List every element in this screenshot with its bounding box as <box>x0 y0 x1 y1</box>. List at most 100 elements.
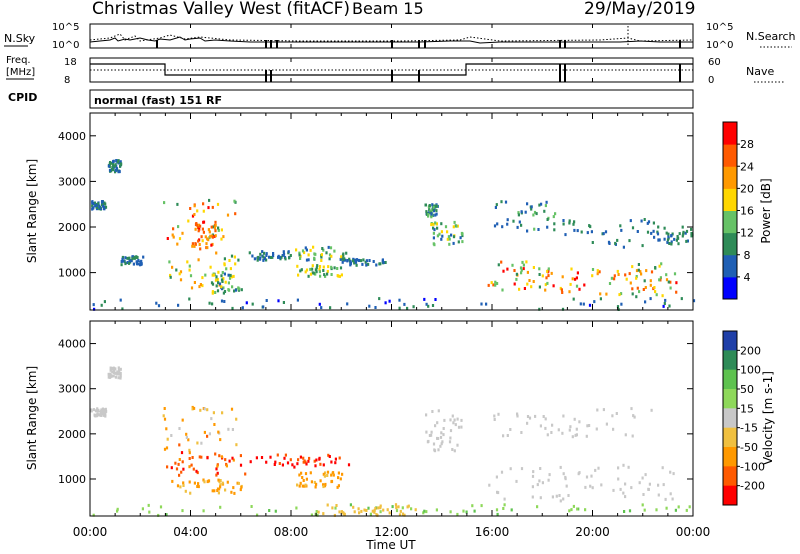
heatmap-cell <box>309 248 312 252</box>
heatmap-cell <box>328 253 332 257</box>
heatmap-cell <box>128 259 131 263</box>
heatmap-cell <box>638 481 641 485</box>
heatmap-cell <box>593 300 596 304</box>
heatmap-cell <box>427 213 430 217</box>
heatmap-cell <box>435 222 438 226</box>
heatmap-cell <box>193 204 196 208</box>
heatmap-cell <box>614 241 617 245</box>
heatmap-cell <box>543 209 546 213</box>
heatmap-cell <box>295 248 298 252</box>
heatmap-cell <box>520 467 524 471</box>
heatmap-cell <box>597 466 600 470</box>
heatmap-cell <box>536 483 539 487</box>
heatmap-cell <box>213 423 216 426</box>
heatmap-cell <box>357 507 360 511</box>
heatmap-cell <box>197 258 200 262</box>
heatmap-cell <box>379 506 382 510</box>
heatmap-cell <box>451 448 454 451</box>
heatmap-cell <box>401 512 405 516</box>
heatmap-cell <box>303 251 306 255</box>
heatmap-cell <box>132 262 135 266</box>
heatmap-cell <box>234 288 237 292</box>
heatmap-cell <box>236 481 239 485</box>
heatmap-cell <box>684 231 687 235</box>
heatmap-cell <box>333 266 336 270</box>
heatmap-cell <box>368 304 371 308</box>
heatmap-cell <box>200 235 203 239</box>
heatmap-cell <box>428 211 431 215</box>
heatmap-cell <box>245 301 248 305</box>
heatmap-cell <box>211 290 214 294</box>
heatmap-cell <box>550 431 553 434</box>
heatmap-cell <box>147 503 150 507</box>
x-tick-label: 08:00 <box>274 525 309 539</box>
heatmap-cell <box>282 252 286 256</box>
heatmap-cell <box>282 301 285 304</box>
heatmap-cell <box>461 234 464 238</box>
heatmap-cell <box>340 255 343 259</box>
heatmap-cell <box>588 424 591 427</box>
cpid-label: CPID <box>8 91 37 104</box>
power-heatmap <box>91 159 696 311</box>
heatmap-cell <box>322 512 325 516</box>
heatmap-cell <box>497 412 500 416</box>
heatmap-cell <box>235 443 238 447</box>
heatmap-cell <box>117 366 120 370</box>
power-colorbar-label: 8 <box>744 249 751 262</box>
heatmap-cell <box>494 280 497 284</box>
heatmap-cell <box>230 254 234 258</box>
heatmap-cell <box>354 260 358 264</box>
heatmap-cell <box>653 235 656 239</box>
heatmap-cell <box>103 300 106 304</box>
heatmap-cell <box>502 269 505 273</box>
heatmap-cell <box>677 242 680 246</box>
heatmap-cell <box>299 269 302 273</box>
heatmap-cell <box>251 254 254 258</box>
heatmap-cell <box>155 301 158 305</box>
heatmap-cell <box>307 274 310 278</box>
heatmap-cell <box>206 456 209 460</box>
heatmap-cell <box>233 289 236 293</box>
heatmap-cell <box>119 367 122 371</box>
heatmap-cell <box>311 267 314 271</box>
heatmap-cell <box>263 251 266 255</box>
heatmap-cell <box>561 291 564 294</box>
heatmap-cell <box>351 259 355 263</box>
heatmap-cell <box>576 229 579 233</box>
heatmap-cell <box>490 281 493 285</box>
heatmap-cell <box>210 225 213 229</box>
heatmap-cell <box>91 200 94 204</box>
heatmap-cell <box>682 230 685 234</box>
heatmap-cell <box>214 223 217 227</box>
heatmap-cell <box>611 414 614 418</box>
heatmap-cell <box>261 250 264 254</box>
heatmap-cell <box>207 228 210 232</box>
heatmap-cell <box>189 207 192 210</box>
power-colorbar-label: 20 <box>740 182 754 195</box>
heatmap-cell <box>384 301 387 305</box>
heatmap-cell <box>562 414 565 418</box>
heatmap-cell <box>500 470 504 474</box>
heatmap-cell <box>220 237 223 241</box>
heatmap-cell <box>682 232 685 236</box>
heatmap-cell <box>184 489 187 493</box>
heatmap-cell <box>307 253 310 257</box>
heatmap-cell <box>685 508 688 512</box>
heatmap-cell <box>132 255 135 259</box>
heatmap-cell <box>453 418 456 422</box>
heatmap-cell <box>217 270 220 274</box>
heatmap-cell <box>427 304 430 308</box>
heatmap-cell <box>298 251 301 255</box>
heatmap-cell <box>265 299 268 302</box>
heatmap-cell <box>104 407 107 411</box>
heatmap-cell <box>644 286 647 289</box>
heatmap-cell <box>199 283 202 286</box>
heatmap-cell <box>538 307 541 311</box>
heatmap-cell <box>506 218 509 222</box>
heatmap-cell <box>222 291 225 295</box>
heatmap-cell <box>430 209 433 213</box>
heatmap-cell <box>513 269 516 272</box>
heatmap-cell <box>515 479 518 483</box>
heatmap-cell <box>222 277 225 281</box>
heatmap-cell <box>217 430 220 434</box>
